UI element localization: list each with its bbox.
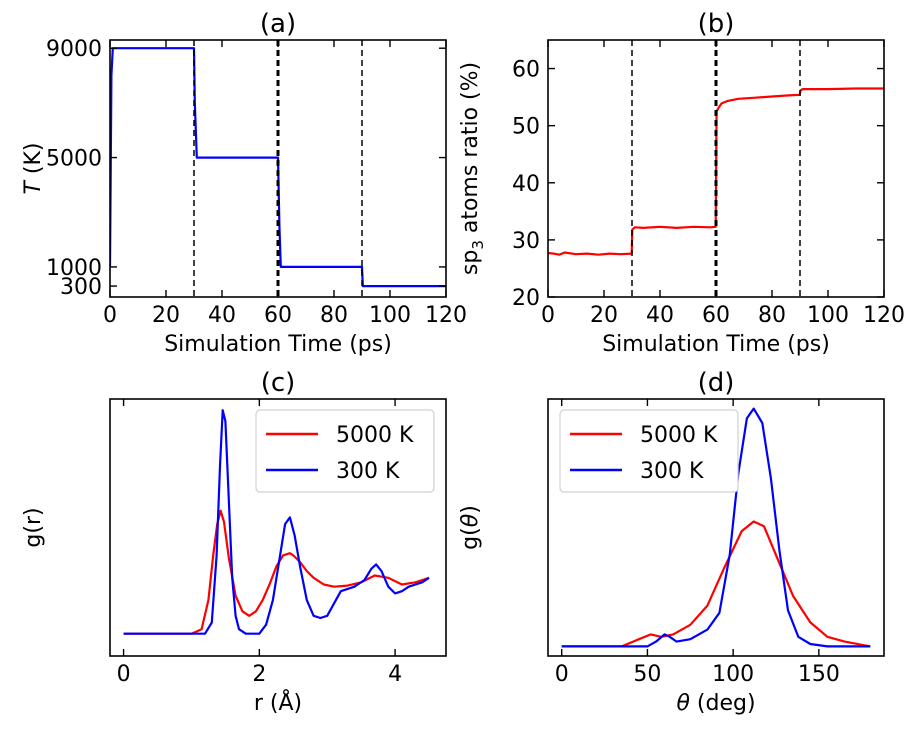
legend-label: 5000 K [336,423,414,448]
legend-label: 5000 K [640,423,718,448]
x-tick-label: 40 [646,303,674,328]
x-tick-label: 0 [555,662,569,687]
y-axis-label: g(r) [21,507,46,547]
y-axis-label-unit: (K) [21,142,46,181]
x-axis-label: θ (deg) [676,691,755,716]
plot-frame [109,398,447,657]
x-tick-label: 120 [425,303,467,328]
x-tick-label: 100 [807,303,849,328]
y-axis-label: g(θ) [458,505,483,550]
chart-c: 0 2 4 (c) r (Å) g(r) 5000 K 300 K [21,368,447,716]
x-tick-label: 80 [320,303,348,328]
x-tick-label: 20 [152,303,180,328]
x-tick-label: 40 [208,303,236,328]
chart-title: (a) [260,9,296,39]
chart-title: (b) [698,9,735,39]
x-tick-label: 80 [758,303,786,328]
y-axis-label: sp3 atoms ratio (%) [458,62,487,275]
x-axis-label-rest: (deg) [690,691,756,716]
y-tick-label: 9000 [46,37,102,62]
x-tick-label: 100 [712,662,754,687]
legend-label: 300 K [336,459,400,484]
legend: 5000 K 300 K [559,409,739,493]
x-tick-label: 50 [633,662,661,687]
x-tick-label: 20 [590,303,618,328]
y-axis-label-close: ) [458,505,483,514]
y-axis-label-symbol: θ [458,513,483,527]
y-tick-label: 50 [512,115,540,140]
legend: 5000 K 300 K [255,409,435,493]
y-axis-label-symbol: T [21,180,46,195]
x-tick-label: 60 [702,303,730,328]
x-tick-label: 0 [117,662,131,687]
x-tick-label: 60 [264,303,292,328]
y-tick-label: 20 [512,286,540,311]
x-tick-label: 120 [863,303,905,328]
x-axis-label: Simulation Time (ps) [164,332,392,357]
x-tick-label: 4 [388,662,402,687]
legend-box [255,409,435,493]
x-axis-label: r (Å) [254,689,302,716]
legend-label: 300 K [640,459,704,484]
x-tick-label: 0 [103,303,117,328]
x-tick-label: 150 [798,662,840,687]
chart-title: (d) [698,368,735,398]
x-tick-label: 100 [369,303,411,328]
y-axis-label-subscript: 3 [469,240,487,250]
y-axis-label-rest: atoms ratio (%) [458,62,483,240]
y-tick-label: 40 [512,172,540,197]
y-tick-label: 60 [512,58,540,83]
series-line-5000-k [561,520,871,648]
y-tick-label: 300 [60,275,102,300]
y-tick-label: 30 [512,229,540,254]
plot-frame [547,398,885,657]
y-axis-label: T (K) [21,142,46,194]
y-axis-label-g: g( [458,527,483,550]
x-tick-label: 2 [252,662,266,687]
chart-title: (c) [261,368,296,398]
series-line-0 [548,87,884,256]
x-axis-label: Simulation Time (ps) [602,332,830,357]
x-tick-label: 0 [541,303,555,328]
x-axis-label-symbol: θ [676,691,690,716]
y-tick-label: 1000 [46,256,102,281]
legend-box [559,409,739,493]
y-tick-label: 5000 [46,147,102,172]
y-axis-label-sp: sp [458,250,483,275]
series-line-300-k [123,409,430,635]
